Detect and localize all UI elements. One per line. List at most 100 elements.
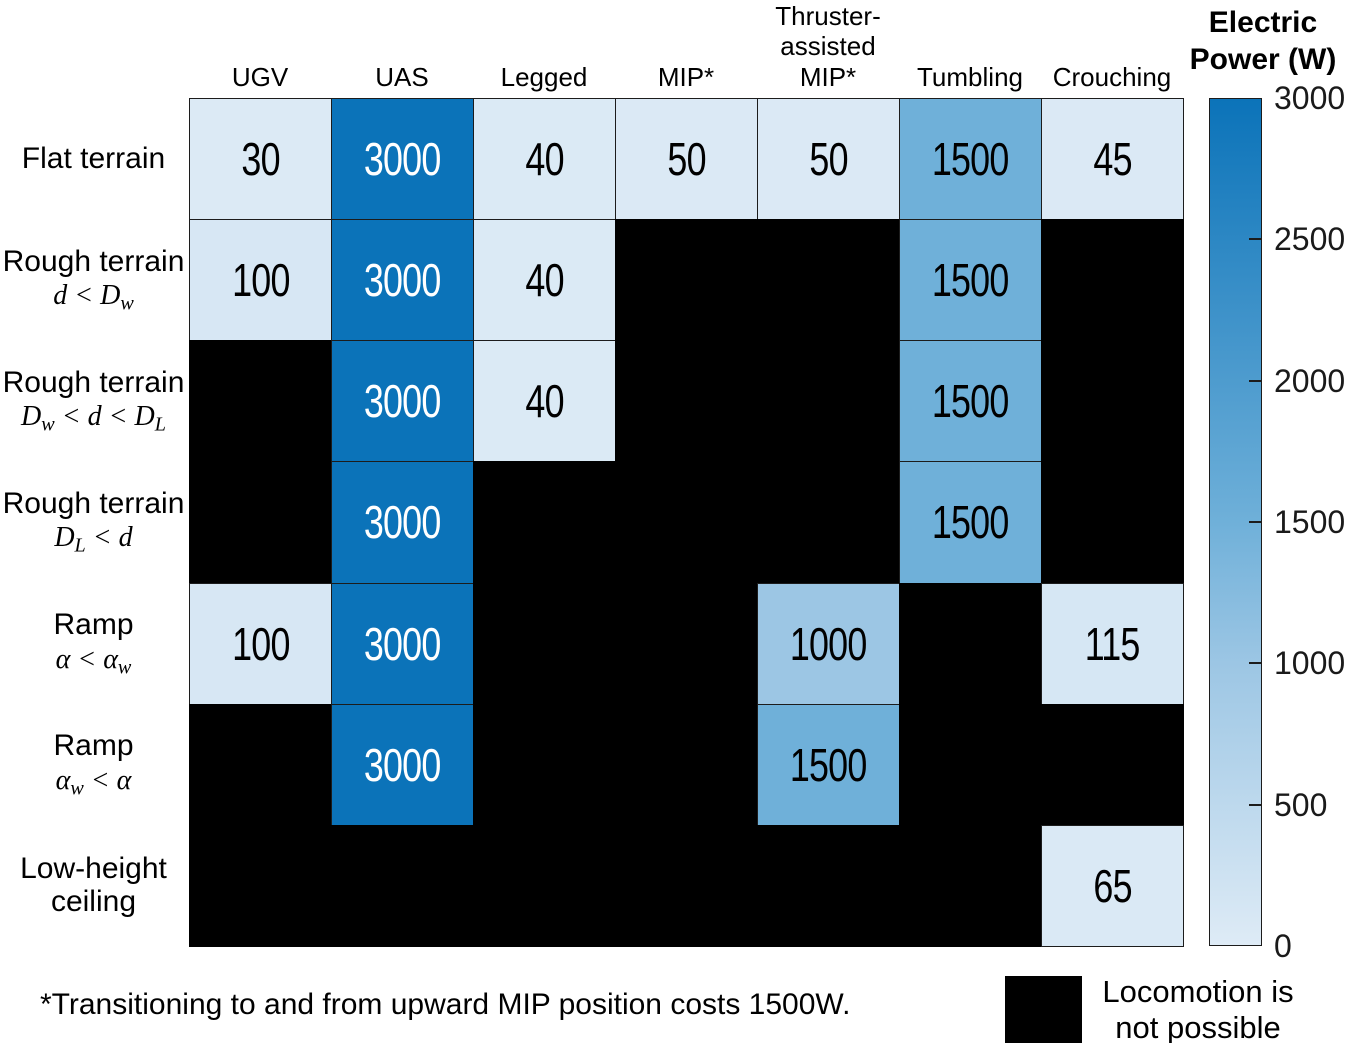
- cell-value: 1500: [932, 133, 1009, 186]
- heatmap-cell: 3000: [331, 340, 474, 463]
- row-label: Ramp αw < α: [0, 704, 187, 825]
- row-label-text: Ramp: [53, 729, 134, 763]
- heatmap-cell-not-possible: [615, 340, 758, 463]
- legend-not-possible-swatch: [1005, 976, 1082, 1043]
- row-label: Flat terrain: [0, 98, 187, 219]
- heatmap-cell: 3000: [331, 703, 474, 826]
- colorbar-tick-mark: [1249, 238, 1261, 241]
- cell-value: 3000: [364, 496, 441, 549]
- heatmap-cell-not-possible: [615, 461, 758, 584]
- cell-value: 40: [525, 133, 564, 186]
- heatmap-cell: 40: [473, 98, 616, 221]
- column-header: Crouching: [1052, 61, 1172, 92]
- row-label-text: Flat terrain: [21, 141, 166, 175]
- column-header: Tumbling: [917, 61, 1023, 92]
- row-label-text: Low-height ceiling: [20, 851, 167, 919]
- cell-value: 1500: [932, 375, 1009, 428]
- heatmap-cell-not-possible: [1041, 461, 1184, 584]
- footnote: *Transitioning to and from upward MIP po…: [40, 988, 851, 1021]
- colorbar-tick-label: 0: [1274, 928, 1292, 964]
- heatmap-cell: 45: [1041, 98, 1184, 221]
- heatmap-cell-not-possible: [189, 703, 332, 826]
- cell-value: 1500: [932, 496, 1009, 549]
- cell-value: 1500: [790, 738, 867, 791]
- cell-value: 1500: [932, 254, 1009, 307]
- colorbar-tick-label: 2500: [1274, 221, 1346, 258]
- cell-value: 40: [525, 375, 564, 428]
- heatmap-cell-not-possible: [473, 824, 616, 947]
- row-label-condition: DL < d: [54, 522, 133, 558]
- heatmap-cell-not-possible: [899, 582, 1042, 705]
- heatmap-cell-not-possible: [189, 461, 332, 584]
- heatmap-cell: 1500: [899, 98, 1042, 221]
- heatmap-cell-not-possible: [615, 703, 758, 826]
- heatmap-cell: 3000: [331, 582, 474, 705]
- row-label-condition: Dw < d < DL: [21, 401, 166, 436]
- heatmap-cell: 3000: [331, 461, 474, 584]
- row-label-text: Ramp: [53, 607, 134, 641]
- heatmap-cell-not-possible: [189, 340, 332, 463]
- cell-value: 50: [809, 133, 848, 186]
- heatmap-cell: 30: [189, 98, 332, 221]
- heatmap-cell-not-possible: [473, 582, 616, 705]
- heatmap-cell: 1500: [899, 340, 1042, 463]
- cell-value: 3000: [364, 254, 441, 307]
- heatmap-cell: 100: [189, 582, 332, 705]
- cell-value: 45: [1093, 133, 1132, 186]
- heatmap-cell: 100: [189, 219, 332, 342]
- row-label-text: Rough terrain: [2, 365, 185, 399]
- heatmap-cell: 40: [473, 340, 616, 463]
- colorbar-tick-mark: [1249, 379, 1261, 382]
- heatmap-cell-not-possible: [331, 824, 474, 947]
- heatmap-cell-not-possible: [615, 582, 758, 705]
- heatmap-cell-not-possible: [473, 461, 616, 584]
- heatmap-cell-not-possible: [615, 219, 758, 342]
- column-header: Legged: [500, 61, 588, 92]
- heatmap-cell-not-possible: [1041, 340, 1184, 463]
- colorbar-tick-label: 1500: [1274, 504, 1346, 540]
- heatmap-cell: 1500: [899, 461, 1042, 584]
- heatmap-cell: 50: [615, 98, 758, 221]
- cell-value: 3000: [364, 133, 441, 186]
- row-label: Low-height ceiling: [0, 825, 187, 946]
- heatmap-cell-not-possible: [1041, 703, 1184, 826]
- heatmap-cell: 1000: [757, 582, 900, 705]
- row-label: Rough terrain DL < d: [0, 461, 187, 582]
- row-label: Ramp α < αw: [0, 583, 187, 704]
- heatmap-cell: 1500: [899, 219, 1042, 342]
- cell-value: 3000: [364, 738, 441, 791]
- colorbar-tick-mark: [1249, 521, 1261, 523]
- cell-value: 3000: [364, 375, 441, 428]
- row-label-text: Rough terrain: [2, 244, 185, 278]
- column-header: MIP*: [657, 61, 715, 92]
- heatmap-cell-not-possible: [899, 824, 1042, 947]
- heatmap-cell: 3000: [331, 98, 474, 221]
- column-header: UAS: [375, 61, 429, 92]
- cell-value: 3000: [364, 617, 441, 670]
- heatmap-cell-not-possible: [1041, 219, 1184, 342]
- colorbar-title: Electric Power (W): [1189, 6, 1337, 76]
- heatmap-cell-not-possible: [473, 703, 616, 826]
- heatmap-cell-not-possible: [757, 340, 900, 463]
- row-label-condition: d < Dw: [53, 280, 134, 315]
- cell-value: 100: [231, 617, 290, 670]
- heatmap-cell: 50: [757, 98, 900, 221]
- row-label-condition: α < αw: [55, 643, 132, 679]
- column-header: UGV: [231, 61, 289, 92]
- heatmap-cell: 3000: [331, 219, 474, 342]
- colorbar-tick-mark: [1249, 803, 1261, 806]
- row-label: Rough terrain Dw < d < DL: [0, 340, 187, 461]
- cell-value: 30: [241, 133, 280, 186]
- heatmap-cell-not-possible: [757, 219, 900, 342]
- row-label: Rough terrain d < Dw: [0, 219, 187, 340]
- cell-value: 50: [667, 133, 706, 186]
- heatmap-cell: 40: [473, 219, 616, 342]
- heatmap-cell-not-possible: [757, 461, 900, 584]
- colorbar-tick-label: 3000: [1274, 80, 1346, 116]
- legend-not-possible-label: Locomotion is not possible: [1102, 974, 1294, 1043]
- colorbar-tick-label: 1000: [1274, 645, 1346, 682]
- heatmap-cell-not-possible: [615, 824, 758, 947]
- cell-value: 1000: [790, 617, 867, 670]
- column-header: Thruster- assisted MIP*: [775, 0, 881, 92]
